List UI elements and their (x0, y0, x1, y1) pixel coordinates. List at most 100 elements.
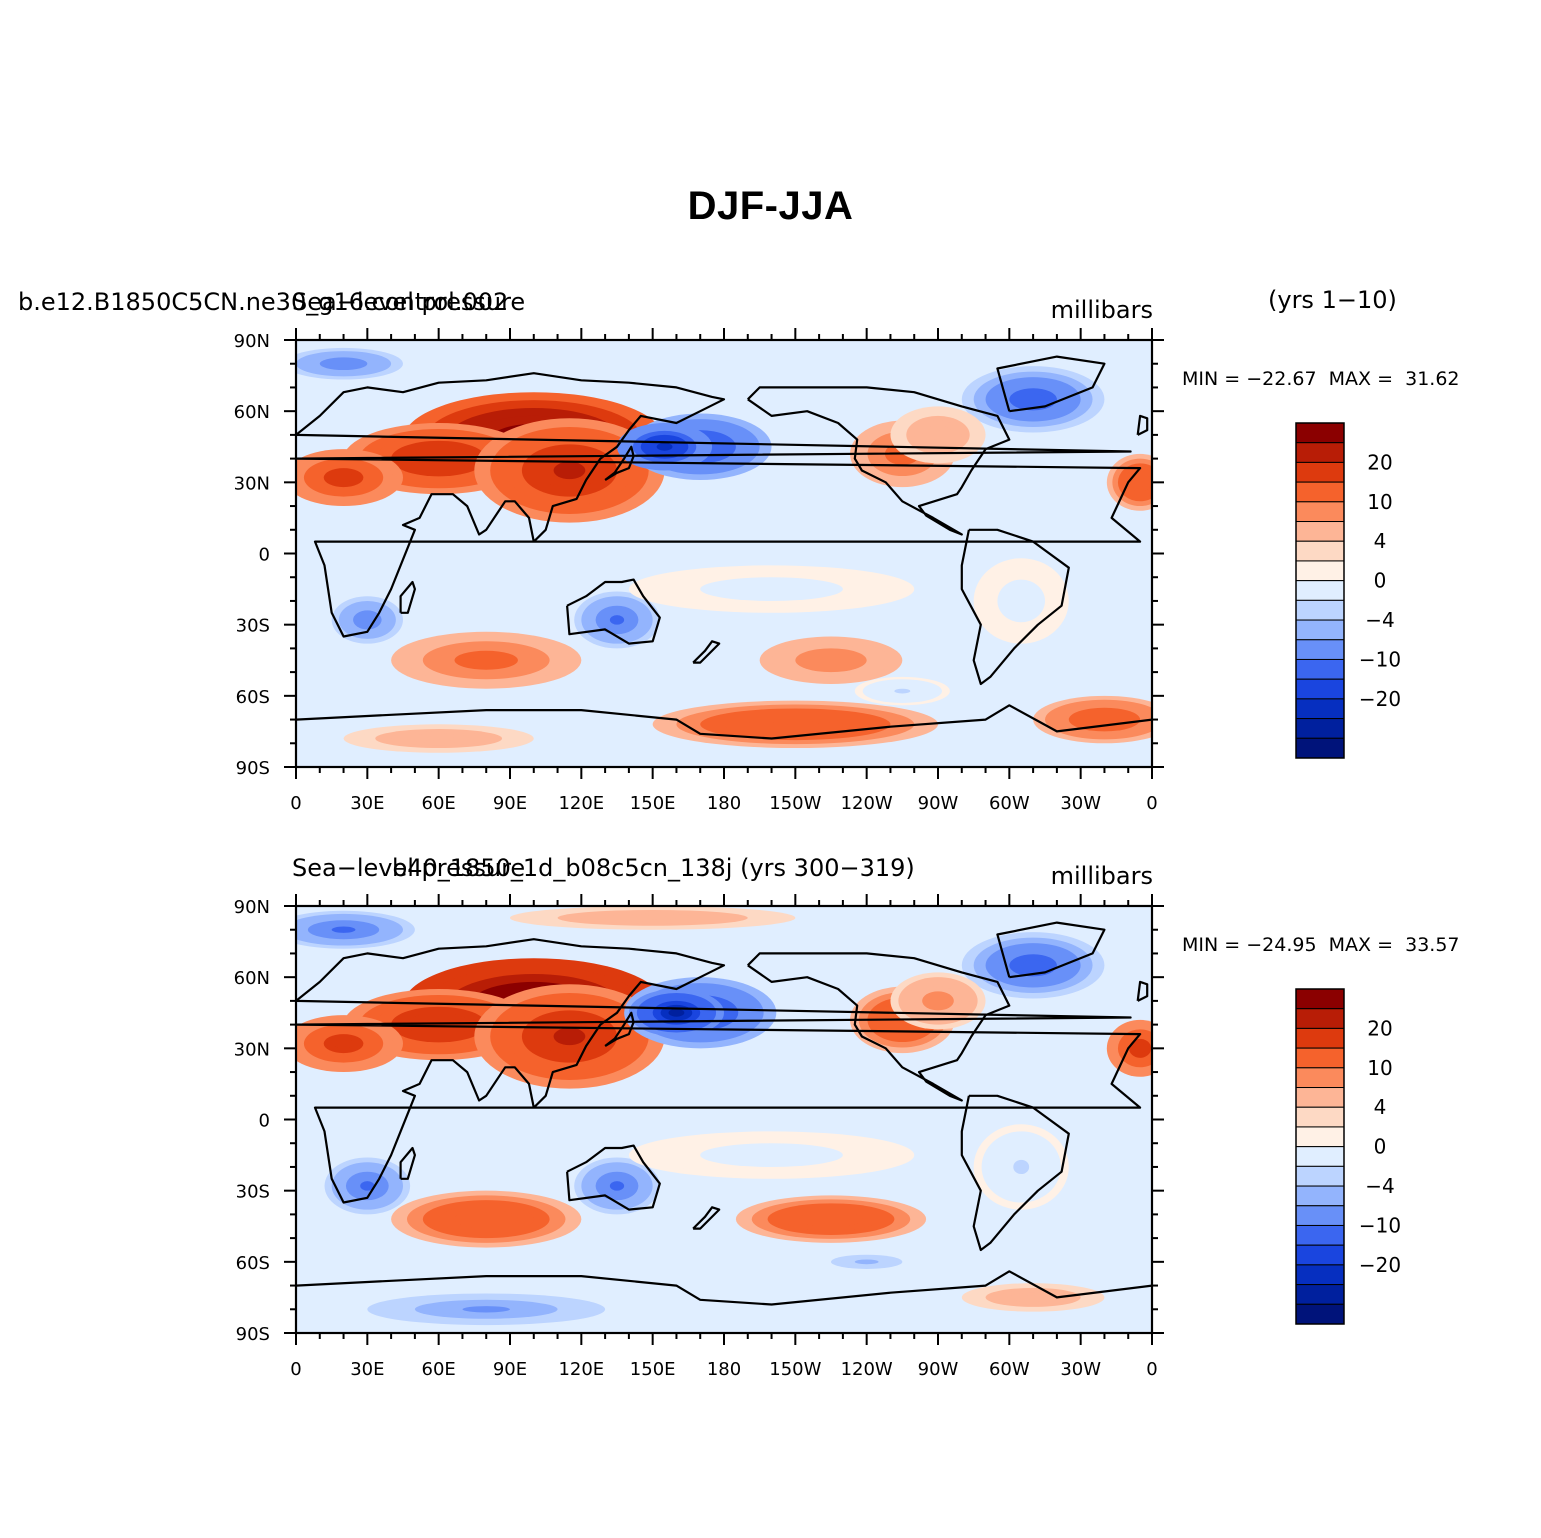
coastline (296, 704, 1152, 740)
contour-region (333, 472, 354, 483)
colorbar-label: 4 (1374, 529, 1387, 553)
lat-tick-label: 90N (234, 897, 270, 918)
colorbar-swatch (1295, 481, 1345, 503)
lon-tick-label: 30W (1060, 1359, 1101, 1380)
lat-tick-label: 0 (259, 545, 270, 566)
colorbar-swatch (1295, 639, 1345, 660)
lon-tick-label: 0 (1146, 793, 1157, 814)
colorbar-swatch (1295, 1224, 1345, 1246)
lon-tick-label: 150E (630, 793, 676, 814)
colorbar: 20 10 4 0 −4 −10 −20 (1295, 988, 1401, 1325)
contour-region (930, 996, 946, 1006)
lat-tick-label: 30S (236, 616, 270, 637)
coastline (960, 1094, 1070, 1252)
colorbar-swatch (1295, 1087, 1345, 1108)
coastline (960, 528, 1070, 686)
min-value: −24.95 (1246, 934, 1317, 956)
lat-tick-label: 90N (234, 331, 270, 352)
contour-region (1013, 593, 1030, 609)
coastline (296, 372, 1142, 638)
lon-tick-label: 30W (1060, 793, 1101, 814)
lon-tick-label: 180 (707, 793, 741, 814)
colorbar-frame (1295, 988, 1345, 1325)
contour-region (422, 1018, 455, 1031)
lon-tick-label: 120E (558, 793, 604, 814)
lon-tick-label: 90E (493, 793, 527, 814)
colorbar-swatch (1295, 678, 1345, 700)
contour-region (470, 655, 503, 665)
case-name-label: b.e12.B1850C5CN.ne30_g16.control.002 (18, 288, 509, 316)
lat-tick-label: 90S (236, 1324, 270, 1345)
coastline (399, 580, 416, 614)
min-label: MIN (1182, 934, 1219, 956)
lon-tick-label: 150W (769, 793, 821, 814)
min-label: MIN (1182, 368, 1219, 390)
max-label: MAX (1328, 368, 1372, 390)
lat-tick-label: 30S (236, 1182, 270, 1203)
min-max-label: MIN = −24.95 MAX = 33.57 (1182, 934, 1460, 956)
units-label: millibars (1050, 862, 1153, 890)
coastline (399, 1146, 416, 1180)
contour-region (470, 1214, 503, 1224)
colorbar-swatch (1295, 737, 1345, 759)
colorbar-swatch (1295, 1027, 1345, 1049)
contour-region (747, 1151, 796, 1160)
coastline (1136, 414, 1149, 436)
colorbar-label: −4 (1365, 1174, 1394, 1198)
map-plot: 90N 60N 30N 0 30S 60S 90S 0 30E 60E 90E 120E 150E 180… (234, 894, 1401, 1380)
colorbar-swatch (1295, 1205, 1345, 1226)
lon-tick-label: 120W (841, 793, 893, 814)
colorbar-label: −20 (1359, 1253, 1401, 1277)
contour-region (668, 1008, 685, 1017)
colorbar-swatch (1295, 599, 1345, 621)
colorbar-label: 0 (1374, 569, 1387, 593)
contour-region (656, 442, 673, 451)
colorbar-label: −20 (1359, 687, 1401, 711)
lon-tick-label: 60E (422, 1359, 456, 1380)
contour-region (1021, 1295, 1045, 1300)
contour-region (819, 656, 843, 665)
contour-region (422, 452, 455, 465)
colorbar-label: 0 (1374, 1135, 1387, 1159)
contour-region (628, 915, 677, 920)
coastline (566, 1144, 661, 1211)
colorbar-swatch (1295, 1106, 1345, 1128)
contour-region (930, 430, 946, 440)
coastline (566, 578, 661, 645)
lon-tick-label: 30E (350, 793, 384, 814)
lat-tick-label: 90S (236, 758, 270, 779)
contour-region (360, 1181, 375, 1191)
lat-tick-label: 30N (234, 1039, 270, 1060)
colorbar-swatch (1295, 1284, 1345, 1305)
max-value: 33.57 (1405, 934, 1460, 956)
contour-region (747, 585, 796, 594)
colorbar-label: −10 (1359, 1213, 1401, 1237)
colorbar-swatch (1295, 1146, 1345, 1167)
colorbar-swatch (1295, 1047, 1345, 1069)
colorbar-swatch (1295, 1244, 1345, 1266)
contour-region (462, 1306, 510, 1313)
lat-tick-label: 60S (236, 687, 270, 708)
colorbar-label: 4 (1374, 1095, 1387, 1119)
lon-tick-label: 120W (841, 1359, 893, 1380)
lon-tick-label: 0 (1146, 1359, 1157, 1380)
lat-tick-label: 60N (234, 968, 270, 989)
contour-region (1134, 1043, 1146, 1054)
contour-region (609, 615, 625, 625)
lon-tick-label: 60W (989, 1359, 1030, 1380)
contour-region (1013, 1159, 1030, 1175)
coastline (996, 921, 1106, 979)
contour-region (360, 615, 375, 625)
lon-tick-label: 180 (707, 1359, 741, 1380)
lon-tick-label: 60W (989, 793, 1030, 814)
colorbar-swatch (1295, 988, 1345, 1010)
colorbar-swatch (1295, 1008, 1345, 1029)
lon-tick-label: 30E (350, 1359, 384, 1380)
map-plot: 90N 60N 30N 0 30S 60S 90S 0 30E 60E 90E 120E 150E 180… (234, 328, 1401, 814)
contour-region (854, 1259, 879, 1265)
lon-tick-label: 150E (630, 1359, 676, 1380)
min-value: −22.67 (1246, 368, 1317, 390)
colorbar-label: 10 (1367, 1056, 1392, 1080)
colorbar-swatch (1295, 521, 1345, 542)
colorbar-frame (1295, 422, 1345, 759)
